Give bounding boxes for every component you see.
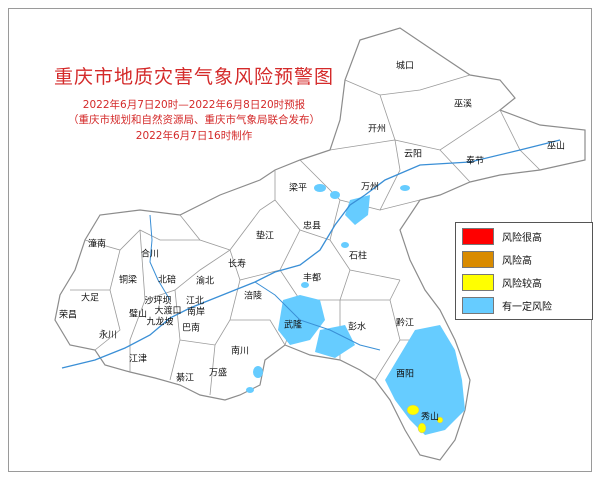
legend-item: 有一定风险 — [462, 297, 552, 314]
district-label: 綦江 — [175, 373, 195, 384]
map-title: 重庆市地质灾害气象风险预警图 — [53, 66, 334, 88]
district-label: 南岸 — [186, 307, 206, 318]
district-label: 大足 — [80, 293, 100, 304]
legend-swatch-elevated — [462, 274, 494, 291]
district-label: 石柱 — [348, 251, 368, 262]
district-label: 巫山 — [546, 141, 566, 152]
legend-item: 风险较高 — [462, 274, 542, 291]
district-label: 巫溪 — [453, 99, 473, 110]
district-label: 九龙坡 — [146, 317, 174, 328]
district-label: 开州 — [367, 124, 387, 135]
district-label: 铜梁 — [118, 275, 138, 286]
district-label: 涪陵 — [243, 291, 263, 302]
district-label: 璧山 — [128, 309, 148, 320]
district-borders — [70, 74, 541, 401]
legend-label: 风险高 — [502, 256, 532, 267]
legend-label: 有一定风险 — [502, 302, 552, 313]
made-time: 2022年6月7日16时制作 — [135, 130, 253, 142]
district-label: 秀山 — [420, 412, 440, 423]
district-label: 丰都 — [302, 273, 322, 284]
district-label: 巴南 — [181, 323, 201, 334]
district-label: 长寿 — [227, 259, 247, 270]
district-label: 垫江 — [255, 231, 275, 242]
legend-swatch-very-high — [462, 228, 494, 245]
district-label: 荣昌 — [58, 310, 78, 321]
district-label: 城口 — [395, 61, 415, 72]
legend-label: 风险很高 — [502, 233, 542, 244]
forecast-period: 2022年6月7日20时—2022年6月8日20时预报 — [82, 99, 306, 111]
district-label: 北碚 — [157, 275, 177, 286]
legend-item: 风险高 — [462, 251, 532, 268]
district-label: 江津 — [128, 354, 148, 365]
legend-item: 风险很高 — [462, 228, 542, 245]
district-label: 酉阳 — [395, 369, 415, 380]
district-label: 合川 — [140, 249, 160, 260]
district-label: 云阳 — [403, 149, 423, 160]
district-label: 永川 — [98, 330, 118, 341]
legend: 风险很高 风险高 风险较高 有一定风险 — [455, 222, 593, 320]
legend-swatch-high — [462, 251, 494, 268]
risk-areas-blue — [246, 184, 465, 435]
district-label: 彭水 — [347, 322, 367, 333]
issuer-note: （重庆市规划和自然资源局、重庆市气象局联合发布） — [68, 114, 320, 126]
district-label: 南川 — [230, 346, 250, 357]
district-label: 武隆 — [283, 320, 303, 331]
district-label: 沙坪坝 — [144, 296, 172, 307]
district-label: 江北 — [185, 296, 205, 307]
jialing-river — [149, 214, 171, 301]
district-label: 潼南 — [87, 239, 107, 250]
yangtze-river — [61, 139, 561, 369]
district-label: 黔江 — [395, 318, 415, 329]
district-label: 梁平 — [288, 183, 308, 194]
wu-river — [254, 281, 381, 351]
district-label: 渝北 — [195, 276, 215, 287]
district-label: 忠县 — [302, 221, 322, 232]
district-label: 奉节 — [465, 156, 485, 167]
district-label: 万州 — [360, 182, 380, 193]
risk-areas-yellow — [406, 404, 444, 434]
district-label: 万盛 — [208, 368, 228, 379]
district-label: 大渡口 — [154, 306, 182, 317]
legend-label: 风险较高 — [502, 279, 542, 290]
legend-swatch-some-risk — [462, 297, 494, 314]
